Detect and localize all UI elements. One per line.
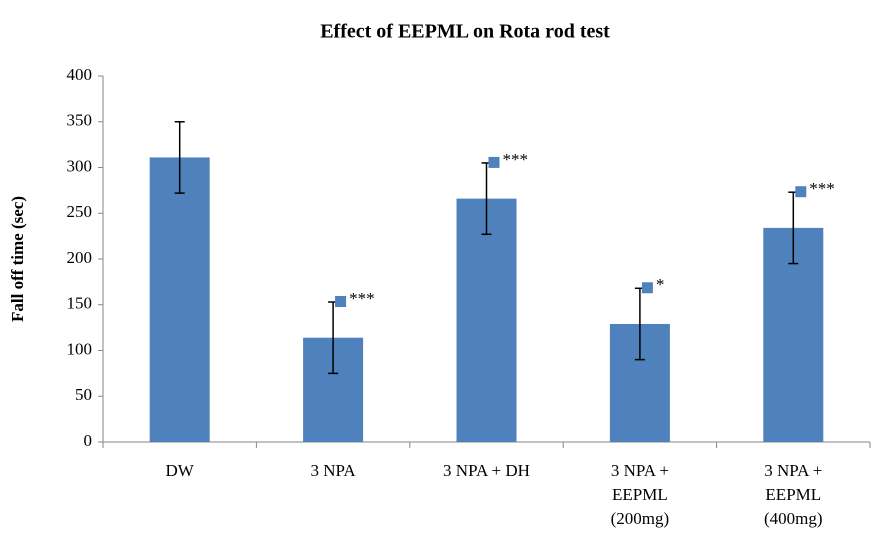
- error-bar: [174, 121, 185, 194]
- x-tick-label-line: DW: [166, 461, 195, 480]
- y-axis-label: Fall off time (sec): [8, 196, 27, 322]
- annotation: ***: [349, 289, 375, 308]
- y-tick-label: 300: [67, 156, 93, 175]
- x-tick-label-line: (200mg): [611, 509, 670, 528]
- y-tick-label: 150: [67, 294, 93, 313]
- x-tick-label-line: 3 NPA: [310, 461, 356, 480]
- annotation: *: [656, 275, 665, 294]
- bar: [149, 157, 210, 442]
- y-tick-label: 350: [67, 111, 93, 130]
- x-tick-label-line: 3 NPA + DH: [443, 461, 530, 480]
- annotation: ***: [503, 150, 529, 169]
- x-tick-label-line: 3 NPA +: [611, 461, 669, 480]
- x-tick-label-line: (400mg): [764, 509, 823, 528]
- x-tick-label: 3 NPA + EEPML (200mg): [611, 461, 670, 528]
- chart-title: Effect of EEPML on Rota rod test: [320, 21, 610, 43]
- y-tick-label: 0: [84, 431, 93, 450]
- y-tick-label: 100: [67, 339, 93, 358]
- annotation-marker: [795, 186, 807, 198]
- x-tick-label: DW: [166, 461, 195, 480]
- y-tick-label: 50: [75, 385, 92, 404]
- x-tick-label-line: 3 NPA +: [764, 461, 822, 480]
- y-tick-label: 400: [67, 65, 93, 84]
- annotation-marker: [335, 296, 347, 308]
- y-tick-label: 200: [67, 248, 93, 267]
- x-tick-label: 3 NPA + DH: [443, 461, 530, 480]
- x-tick-label-line: EEPML: [765, 485, 821, 504]
- annotation: ***: [809, 179, 835, 198]
- x-tick-label-line: EEPML: [612, 485, 668, 504]
- bar: [456, 198, 517, 442]
- annotation-marker: [488, 156, 500, 168]
- x-tick-label: 3 NPA + EEPML (400mg): [764, 461, 823, 528]
- y-tick-label: 250: [67, 202, 93, 221]
- x-tick-label: 3 NPA: [310, 461, 356, 480]
- annotation-marker: [641, 282, 653, 294]
